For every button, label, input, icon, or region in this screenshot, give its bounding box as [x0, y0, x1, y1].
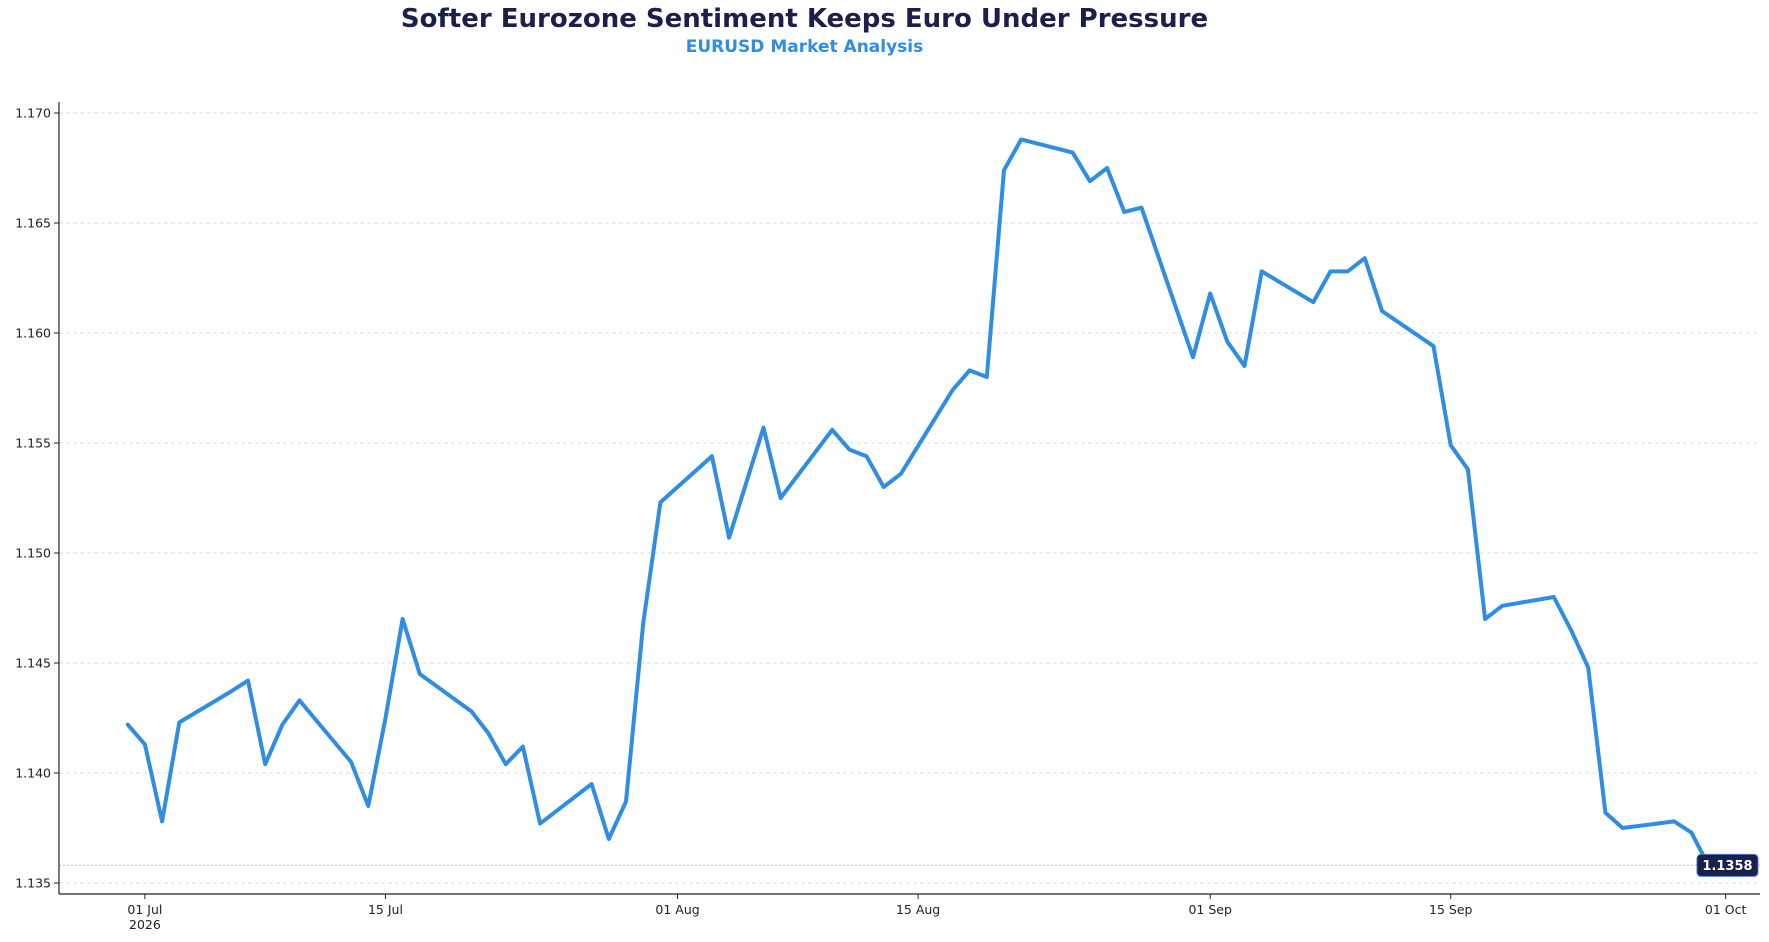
x-tick-year-label: 2026: [129, 917, 161, 932]
last-value-label: 1.1358: [1702, 859, 1752, 874]
y-tick-label: 1.150: [15, 546, 51, 561]
eurusd-price-line: [125, 137, 1711, 868]
last-value-badge: 1.1358: [1696, 853, 1759, 877]
x-tick-label: 15 Sep: [1429, 902, 1473, 917]
x-tick-label: 01 Aug: [655, 902, 699, 917]
y-tick-label: 1.145: [15, 656, 51, 671]
x-tick-label: 15 Aug: [896, 902, 940, 917]
y-tick-label: 1.170: [15, 106, 51, 121]
x-tick-label: 01 Sep: [1188, 902, 1232, 917]
x-tick-label: 15 Jul: [368, 902, 403, 917]
x-tick-label: 01 Jul: [127, 902, 162, 917]
gridlines: [59, 112, 1760, 884]
y-tick-label: 1.140: [15, 766, 51, 781]
x-tick-label: 01 Oct: [1705, 902, 1747, 917]
y-tick-label: 1.160: [15, 326, 51, 341]
y-tick-label: 1.165: [15, 216, 51, 231]
y-axis-ticks: 1.135 1.140 1.145 1.150 1.155 1.160 1.165 1.170: [15, 106, 59, 891]
y-tick-label: 1.135: [15, 876, 51, 891]
chart-subtitle: EURUSD Market Analysis: [685, 37, 924, 57]
y-tick-label: 1.155: [15, 436, 51, 451]
chart-title: Softer Eurozone Sentiment Keeps Euro Und…: [400, 4, 1209, 34]
